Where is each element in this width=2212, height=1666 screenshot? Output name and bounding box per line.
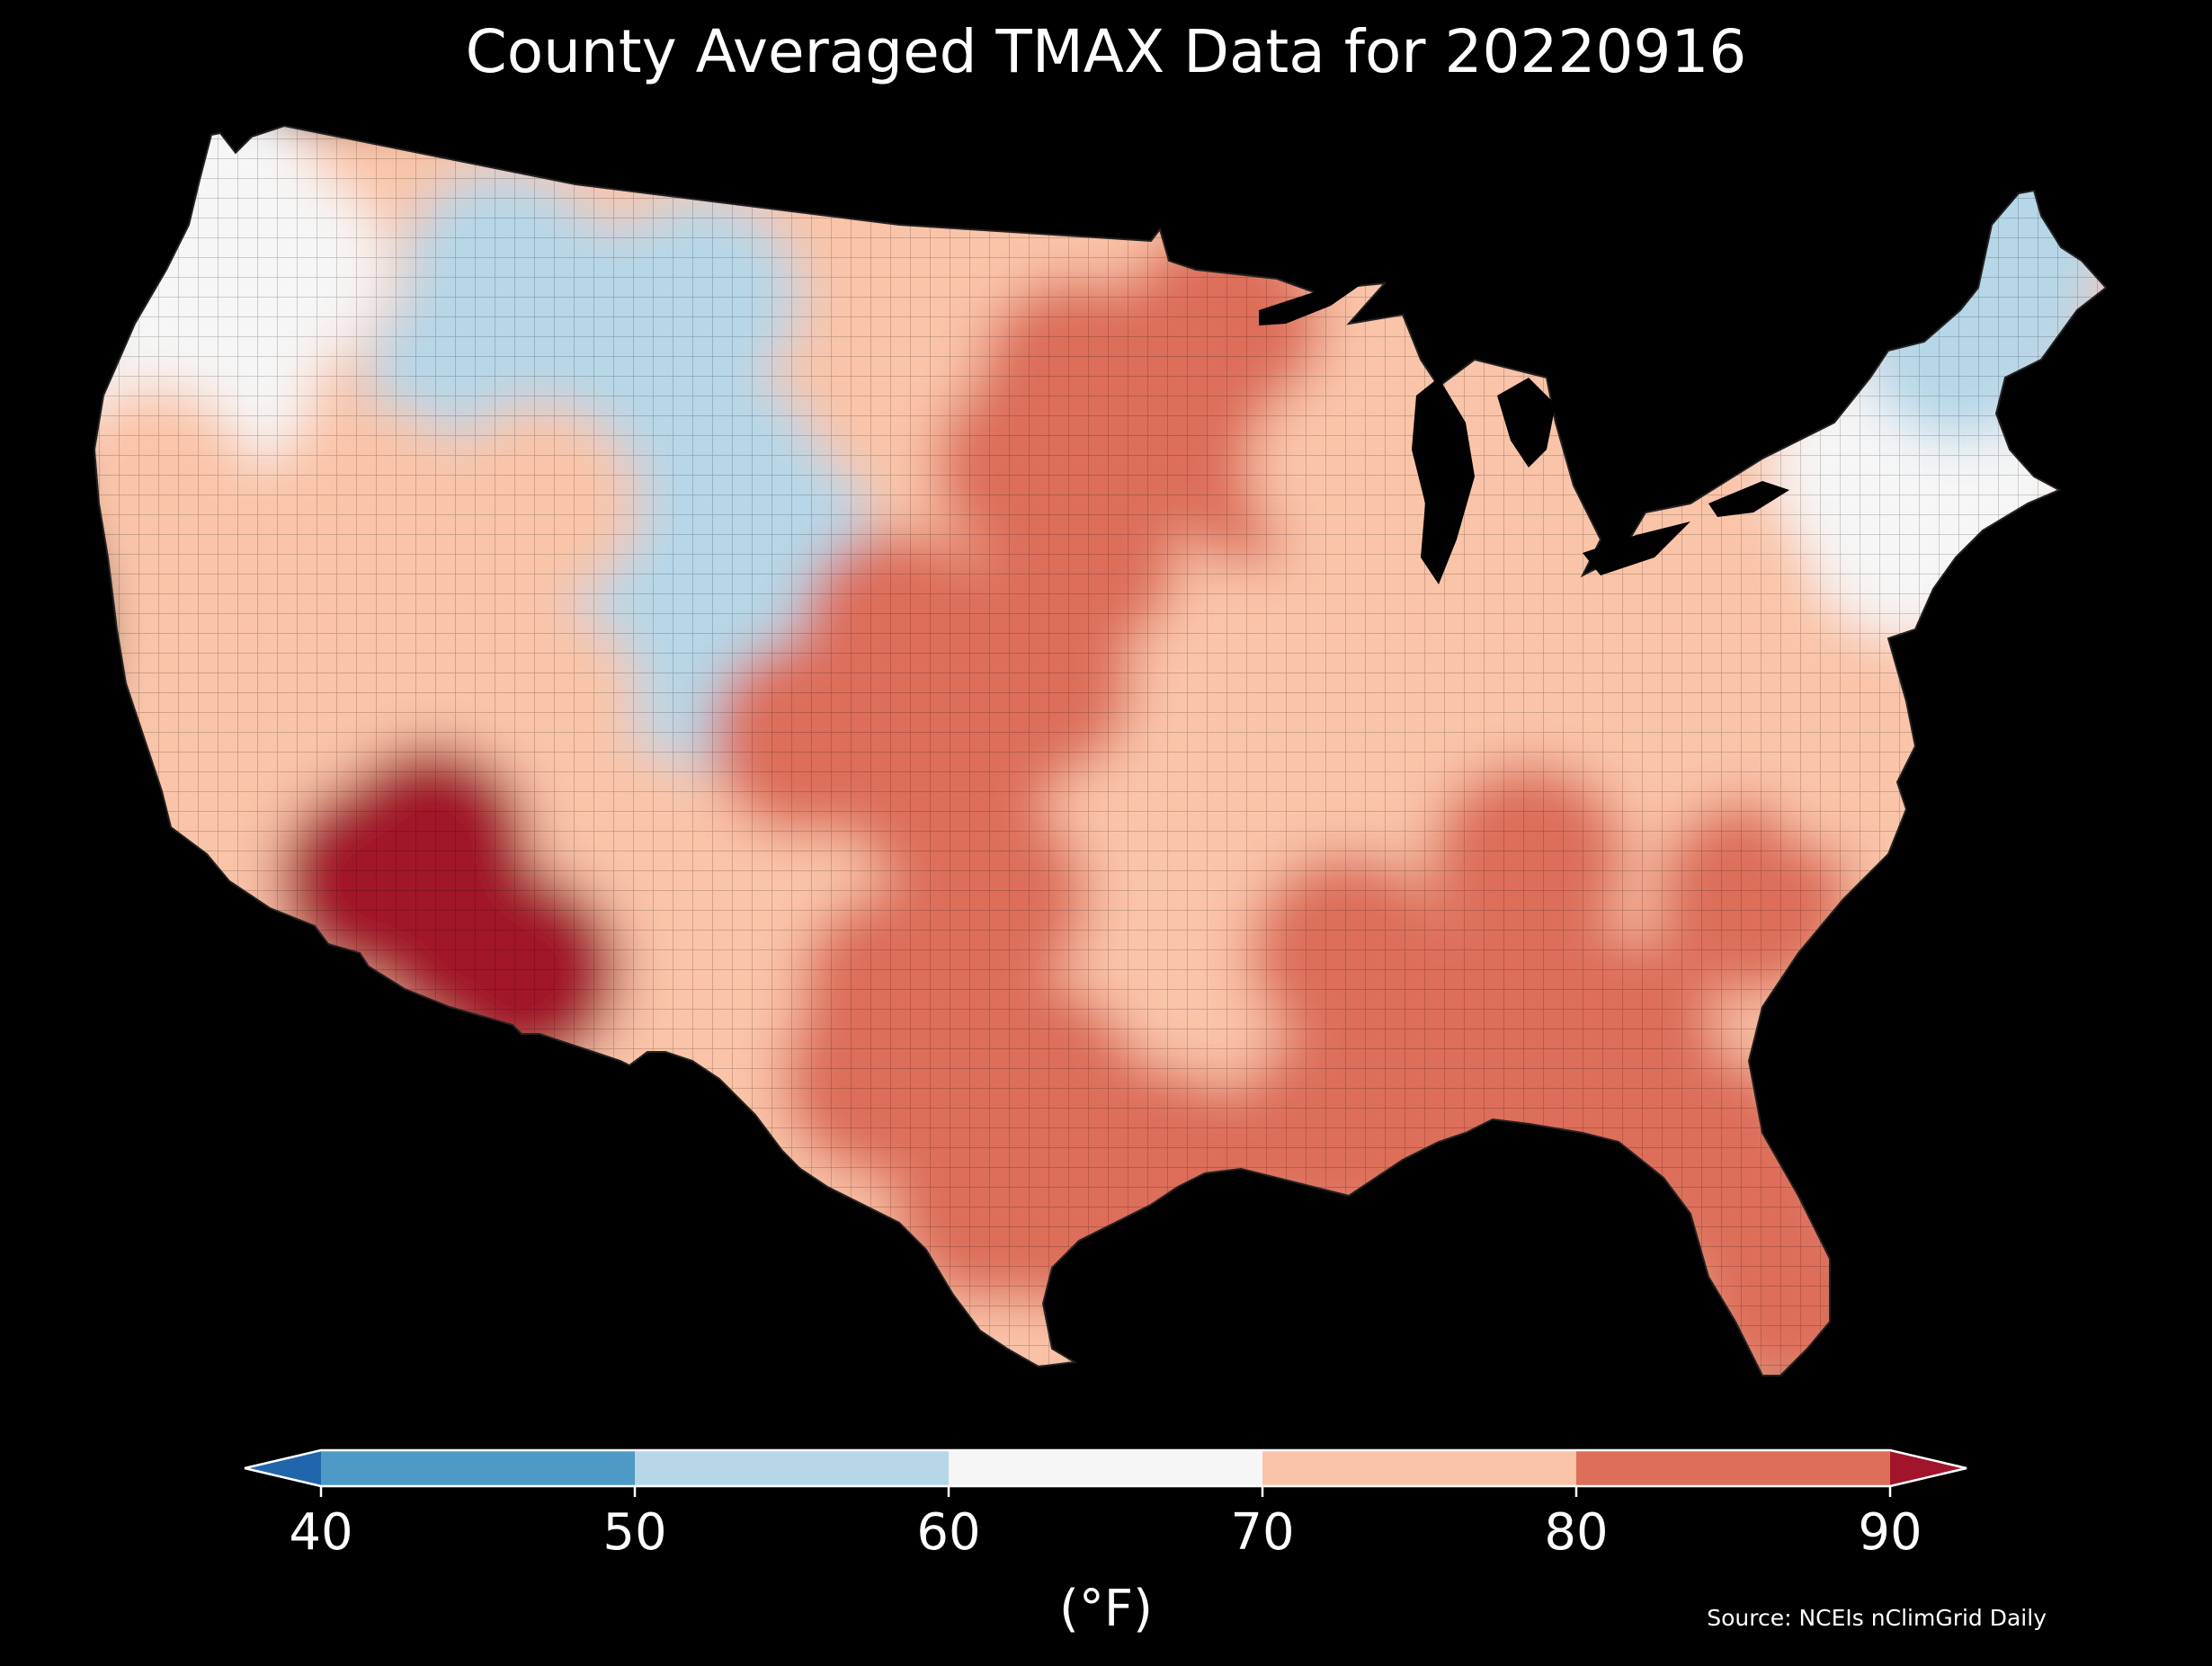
colorbar: 40 50 60 70 80 90 — [244, 1448, 1967, 1562]
colorbar-unit-label: (°F) — [1059, 1580, 1153, 1638]
colorbar-tick-label: 80 — [1544, 1503, 1608, 1562]
lake-0 — [1259, 281, 1367, 325]
colorbar-bin-60-70 — [949, 1450, 1262, 1486]
lake-1 — [1412, 378, 1475, 584]
lake-4 — [1708, 481, 1789, 517]
colorbar-bin-40-50 — [321, 1450, 635, 1486]
colorbar-tick-label: 60 — [916, 1503, 980, 1562]
colorbar-over-arrow — [1890, 1450, 1967, 1486]
colorbar-bin-50-60 — [635, 1450, 949, 1486]
colorbar-tick-label: 70 — [1230, 1503, 1294, 1562]
lake-3 — [1583, 521, 1690, 575]
conus-outline — [93, 124, 2108, 1376]
map-title: County Averaged TMAX Data for 20220916 — [466, 17, 1747, 86]
colorbar-bin-80-90 — [1576, 1450, 1890, 1486]
colorbar-under-arrow — [245, 1450, 321, 1486]
colorbar-tick-label: 40 — [289, 1503, 352, 1562]
colorbar-tick-label: 90 — [1858, 1503, 1922, 1562]
colorbar-bin-70-80 — [1262, 1450, 1576, 1486]
great-lakes — [1259, 281, 1789, 584]
lake-2 — [1497, 378, 1556, 468]
source-credit: Source: NCEIs nClimGrid Daily — [1707, 1605, 2047, 1631]
colorbar-tick-label: 50 — [602, 1503, 666, 1562]
